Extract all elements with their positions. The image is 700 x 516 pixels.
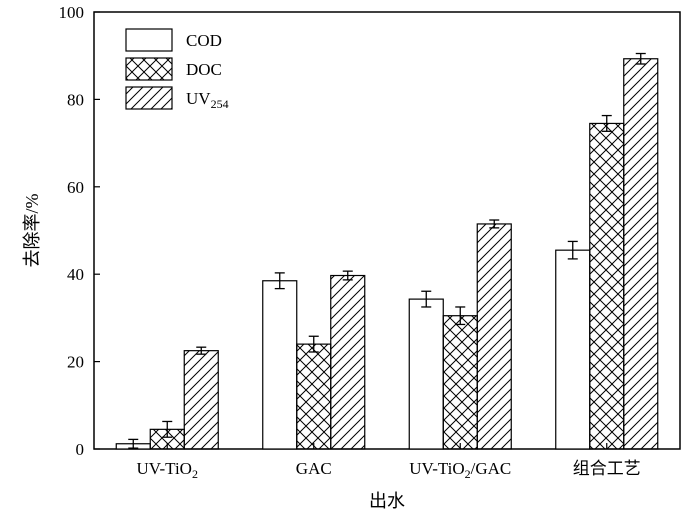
x-tick-label: UV-TiO2: [137, 459, 198, 481]
legend: COD DOC UV254: [125, 28, 229, 111]
bars: [115, 52, 659, 450]
bar-cod: [408, 298, 444, 450]
x-tick-label: GAC: [296, 459, 332, 478]
bar-uv254: [623, 58, 659, 450]
bar-doc: [442, 315, 478, 450]
x-axis-title: 出水: [369, 491, 405, 511]
bar-uv254: [183, 350, 219, 450]
bar-doc: [589, 122, 625, 450]
y-tick-label: 20: [67, 353, 84, 372]
bar-cod: [555, 249, 591, 450]
y-tick-label: 0: [76, 440, 85, 459]
y-tick-label: 40: [67, 265, 84, 284]
bar-cod: [262, 280, 298, 450]
y-tick-label: 60: [67, 178, 84, 197]
y-tick-label: 100: [59, 3, 85, 22]
legend-swatch-uv254: [125, 86, 173, 110]
x-tick-label: 组合工艺: [573, 459, 641, 478]
bar-uv254: [476, 223, 512, 450]
y-axis: 0 20 40 60 80 100: [59, 3, 100, 459]
legend-label-uv254: UV254: [186, 89, 229, 111]
legend-swatch-cod: [125, 28, 173, 52]
x-axis: UV-TiO2 GAC UV-TiO2/GAC 组合工艺: [137, 443, 641, 481]
bar-doc: [296, 343, 332, 450]
legend-label-doc: DOC: [186, 60, 222, 79]
x-tick-label: UV-TiO2/GAC: [409, 459, 511, 481]
bar-uv254: [330, 274, 366, 450]
legend-swatch-doc: [125, 57, 173, 81]
legend-label-cod: COD: [186, 31, 222, 50]
y-axis-title: 去除率/%: [22, 193, 42, 267]
plot-frame: [93, 11, 681, 450]
plot-area: [93, 11, 681, 450]
y-tick-label: 80: [67, 90, 84, 109]
